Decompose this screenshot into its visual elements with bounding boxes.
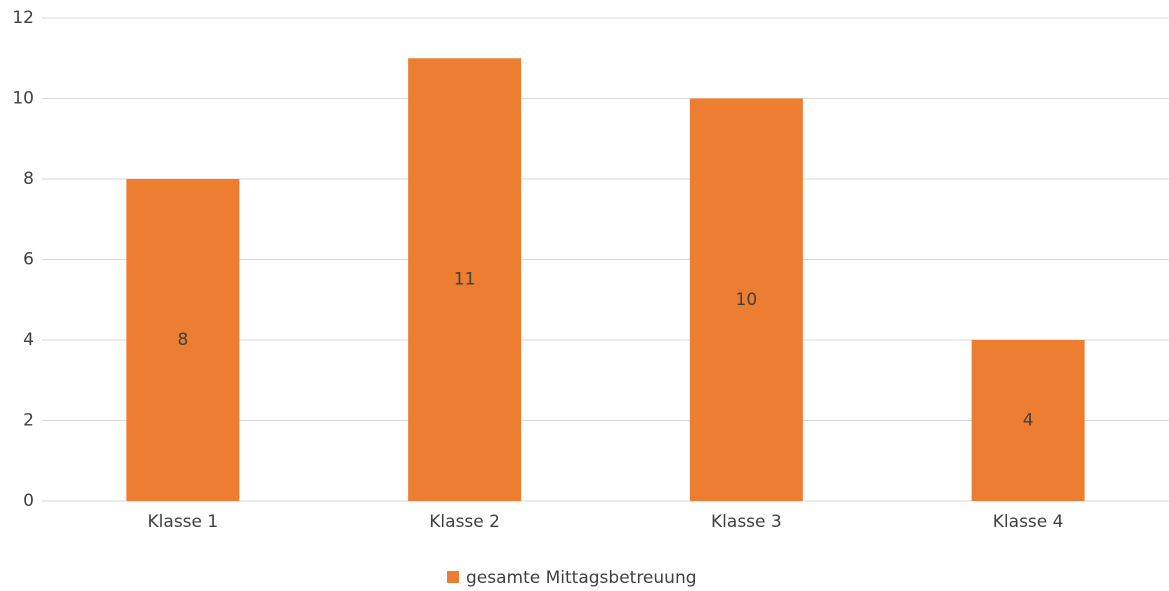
bar [689,98,803,501]
data-label: 10 [736,290,758,310]
bar [126,179,240,501]
y-tick-label: 6 [23,250,34,270]
data-label: 8 [177,330,188,350]
y-tick-label: 2 [23,411,34,431]
x-tick-label: Klasse 4 [993,512,1064,532]
y-tick-label: 10 [12,89,34,109]
legend-label: gesamte Mittagsbetreuung [466,568,697,588]
y-tick-label: 4 [23,330,34,350]
bar [408,58,522,501]
y-tick-label: 12 [12,8,34,28]
legend-swatch [447,571,459,583]
x-tick-label: Klasse 3 [711,512,782,532]
data-label: 4 [1023,411,1034,431]
x-tick-label: Klasse 2 [429,512,500,532]
y-tick-label: 8 [23,169,34,189]
data-label: 11 [454,270,476,290]
bar [971,340,1085,501]
y-tick-label: 0 [23,491,34,511]
x-tick-label: Klasse 1 [148,512,219,532]
